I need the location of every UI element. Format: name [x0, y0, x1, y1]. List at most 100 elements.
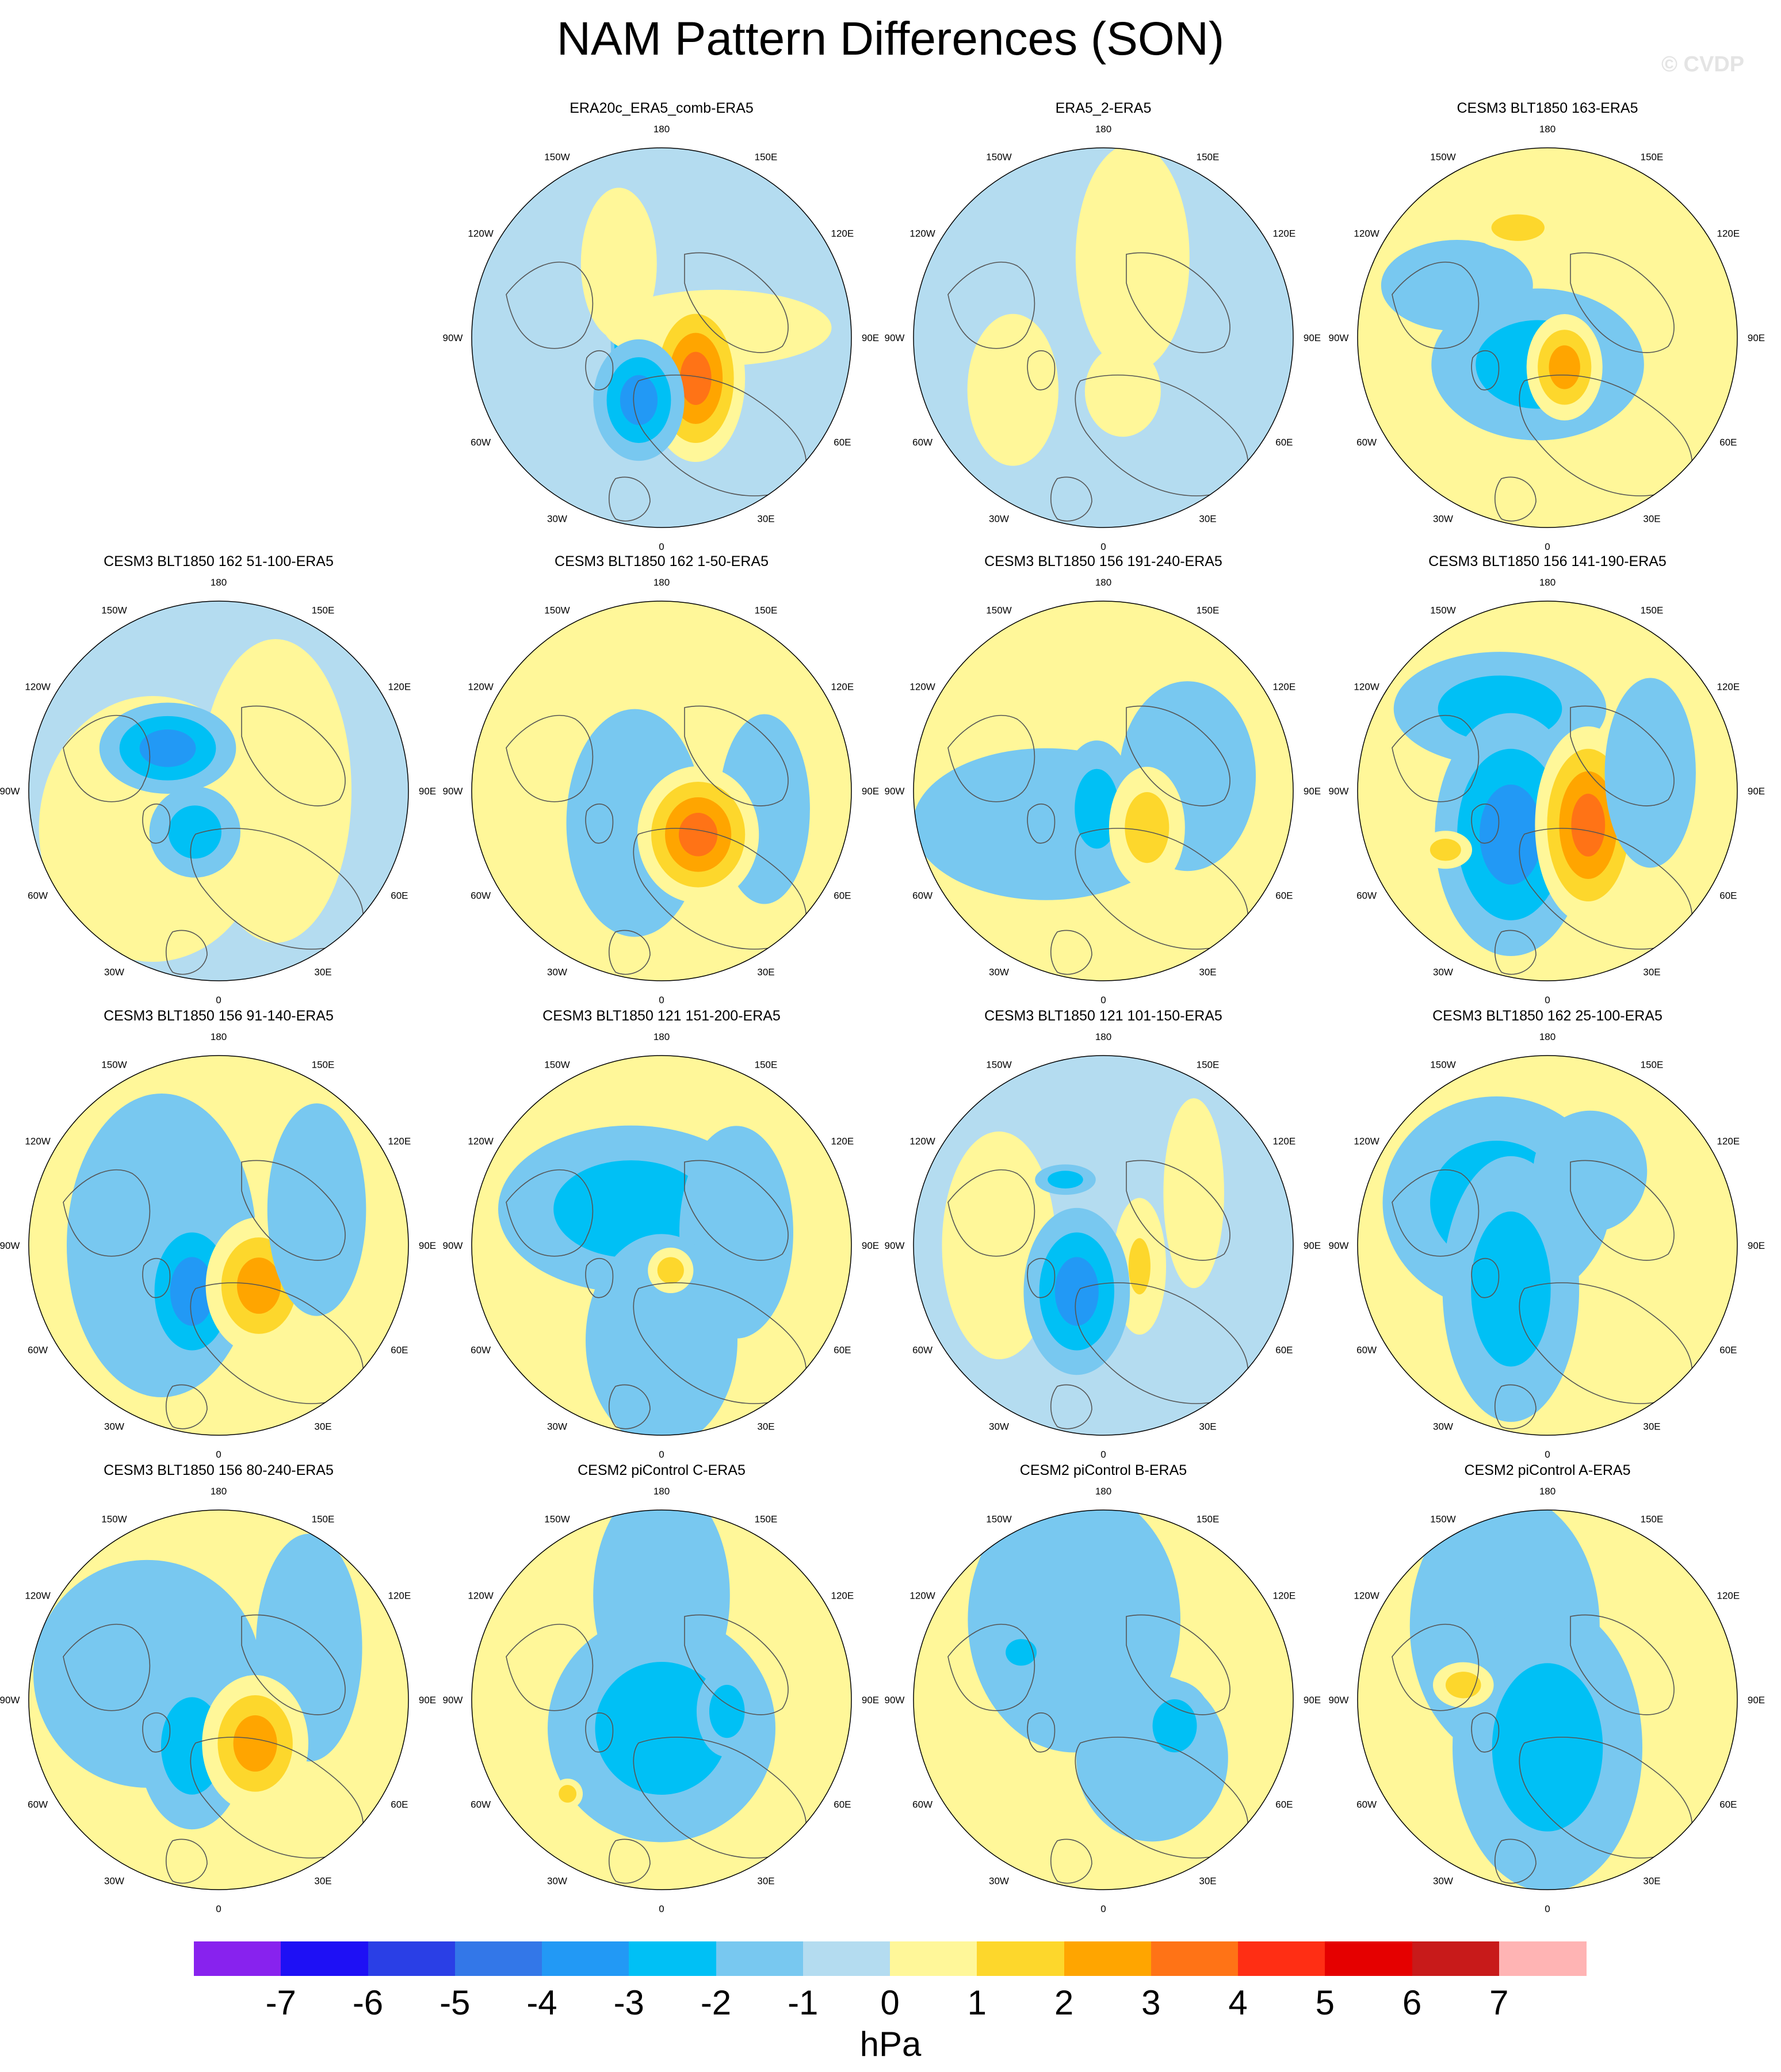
longitude-label: 30E: [1643, 1421, 1660, 1432]
longitude-label: 150E: [1641, 605, 1664, 616]
longitude-label: 90E: [1304, 1240, 1321, 1251]
map-panel: CESM3 BLT1850 121 101-150-ERA5 180 150E 120…: [885, 1007, 1322, 1461]
longitude-label: 180: [653, 1486, 670, 1497]
longitude-label: 150W: [101, 605, 127, 616]
map-border: [471, 1509, 852, 1890]
map-panel: CESM3 BLT1850 156 80-240-ERA5 180 150E 120E…: [0, 1461, 437, 1916]
longitude-label: 30E: [757, 1421, 774, 1432]
longitude-label: 120W: [1354, 682, 1379, 693]
longitude-label: 30W: [989, 1875, 1009, 1886]
polar-map: 180 150E 120E 90E 60E 30E 0 30W 60W 90W 120W 150W: [1329, 124, 1765, 552]
longitude-label: 0: [659, 1449, 664, 1460]
anomaly-contour: [620, 375, 658, 426]
map-panel: CESM3 BLT1850 121 151-200-ERA5 180 150E 120…: [443, 1007, 880, 1461]
longitude-label: 60E: [391, 890, 408, 901]
longitude-label: 120E: [831, 1591, 854, 1601]
longitude-label: 60E: [1719, 1799, 1737, 1810]
longitude-label: 90E: [419, 1240, 436, 1251]
longitude-label: 150W: [986, 152, 1011, 163]
anomaly-contour: [1571, 793, 1606, 857]
polar-map: 180 150E 120E 90E 60E 30E 0 30W 60W 90W 120W 150W: [1329, 577, 1765, 1006]
longitude-label: 150E: [755, 605, 778, 616]
longitude-label: 0: [216, 995, 221, 1006]
coastline: [1027, 350, 1056, 391]
colorbar-swatch: [1238, 1941, 1325, 1976]
longitude-label: 150W: [101, 1514, 127, 1525]
anomaly-contour: [1471, 1211, 1551, 1367]
longitude-label: 90E: [862, 332, 879, 343]
longitude-label: 30W: [989, 513, 1009, 524]
longitude-label: 120E: [388, 1591, 411, 1601]
longitude-label: 60W: [471, 1345, 491, 1356]
longitude-label: 30E: [314, 1421, 331, 1432]
coastline: [684, 1614, 789, 1715]
longitude-label: 30E: [1643, 513, 1660, 524]
panel-title: CESM3 BLT1850 156 91-140-ERA5: [104, 1008, 334, 1024]
anomaly-contour: [1480, 784, 1542, 885]
colorbar-tick-label: 7: [1489, 1983, 1509, 2022]
longitude-label: 180: [653, 124, 670, 135]
longitude-label: 30W: [547, 1421, 567, 1432]
anomaly-contour: [1381, 240, 1533, 331]
longitude-label: 30E: [757, 966, 774, 977]
longitude-label: 90E: [1304, 332, 1321, 343]
longitude-label: 90E: [1304, 1695, 1321, 1706]
longitude-label: 120W: [25, 682, 50, 693]
longitude-label: 150W: [1430, 152, 1455, 163]
longitude-label: 60W: [912, 1345, 932, 1356]
longitude-label: 150E: [1641, 152, 1664, 163]
colorbar-tick-label: -5: [439, 1983, 471, 2022]
longitude-label: 180: [211, 577, 227, 588]
longitude-label: 30W: [1433, 1421, 1453, 1432]
coastline: [1471, 1712, 1500, 1753]
coastline: [1027, 1712, 1056, 1753]
coastline: [506, 1169, 594, 1257]
polar-map: 180 150E 120E 90E 60E 30E 0 30W 60W 90W 120W 150W: [443, 1486, 879, 1914]
longitude-label: 60E: [1719, 890, 1737, 901]
longitude-label: 150E: [312, 605, 335, 616]
polar-map: 180 150E 120E 90E 60E 30E 0 30W 60W 90W 120W 150W: [443, 1031, 879, 1460]
coastline: [63, 714, 151, 802]
longitude-label: 60E: [1275, 1799, 1293, 1810]
longitude-label: 0: [1545, 1903, 1550, 1914]
longitude-label: 150E: [755, 1060, 778, 1071]
map-border: [28, 1509, 409, 1890]
longitude-label: 120W: [1354, 228, 1379, 239]
longitude-label: 150W: [1430, 1514, 1455, 1525]
longitude-label: 30E: [1643, 966, 1660, 977]
longitude-label: 0: [216, 1449, 221, 1460]
longitude-label: 60E: [834, 1799, 851, 1810]
colorbar-swatch: [629, 1941, 716, 1976]
anomaly-contour: [200, 639, 351, 943]
coastline: [609, 476, 651, 522]
coastline: [1050, 1838, 1092, 1884]
colorbar-tick-label: 3: [1141, 1983, 1161, 2022]
coastline: [1495, 930, 1537, 975]
longitude-label: 30W: [547, 513, 567, 524]
map-panel: CESM3 BLT1850 156 91-140-ERA5 180 150E 120E…: [0, 1007, 437, 1461]
longitude-label: 120W: [909, 228, 935, 239]
coastline: [1570, 705, 1675, 806]
longitude-label: 60W: [471, 890, 491, 901]
longitude-label: 30E: [1199, 1875, 1216, 1886]
colorbar-swatch: [1499, 1941, 1587, 1976]
longitude-label: 120W: [468, 682, 493, 693]
longitude-label: 0: [1100, 995, 1106, 1006]
colorbar-tick-label: -2: [700, 1983, 732, 2022]
longitude-label: 90E: [1748, 786, 1765, 797]
coastline: [585, 1712, 614, 1753]
anomaly-contour: [595, 1662, 728, 1795]
map-panel: CESM3 BLT1850 156 191-240-ERA5 180 150E 120…: [885, 552, 1322, 1007]
panel-title: CESM3 BLT1850 121 101-150-ERA5: [984, 1008, 1222, 1024]
coastline: [506, 261, 594, 349]
longitude-label: 150E: [1197, 1060, 1220, 1071]
longitude-label: 150E: [1641, 1060, 1664, 1071]
panel-title: ERA20c_ERA5_comb-ERA5: [570, 100, 754, 116]
coastline: [166, 930, 208, 975]
longitude-label: 150W: [1430, 605, 1455, 616]
colorbar: [194, 1941, 1587, 1976]
map-panel: CESM3 BLT1850 162 1-50-ERA5 180 150E 120E 90…: [443, 552, 880, 1007]
coastline: [142, 803, 171, 844]
longitude-label: 180: [1539, 577, 1555, 588]
map-panel: CESM2 piControl C-ERA5 180 150E 120E 90E 60E 3…: [443, 1461, 880, 1916]
